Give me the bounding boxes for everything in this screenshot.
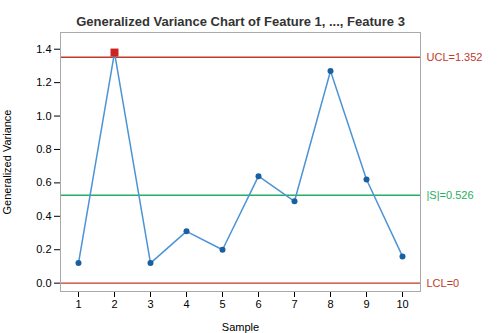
svg-text:10: 10 (396, 298, 408, 310)
svg-text:LCL=0: LCL=0 (427, 277, 460, 289)
svg-text:1.2: 1.2 (36, 76, 51, 88)
svg-text:0.8: 0.8 (36, 143, 51, 155)
svg-text:7: 7 (291, 298, 297, 310)
svg-text:0.0: 0.0 (36, 277, 51, 289)
svg-text:1.0: 1.0 (36, 110, 51, 122)
svg-text:6: 6 (255, 298, 261, 310)
svg-text:1.4: 1.4 (36, 43, 51, 55)
svg-text:9: 9 (363, 298, 369, 310)
svg-text:3: 3 (147, 298, 153, 310)
svg-text:1: 1 (75, 298, 81, 310)
svg-text:4: 4 (183, 298, 189, 310)
svg-text:0.4: 0.4 (36, 210, 51, 222)
svg-text:Generalized Variance: Generalized Variance (1, 110, 13, 215)
svg-text:UCL=1.352: UCL=1.352 (427, 51, 483, 63)
svg-text:2: 2 (111, 298, 117, 310)
svg-text:Sample: Sample (222, 321, 259, 333)
svg-text:0.2: 0.2 (36, 243, 51, 255)
svg-text:0.6: 0.6 (36, 176, 51, 188)
svg-text:5: 5 (219, 298, 225, 310)
svg-text:Generalized Variance Chart of: Generalized Variance Chart of Feature 1,… (76, 14, 405, 29)
svg-text:8: 8 (327, 298, 333, 310)
svg-text:|S|=0.526: |S|=0.526 (427, 189, 474, 201)
